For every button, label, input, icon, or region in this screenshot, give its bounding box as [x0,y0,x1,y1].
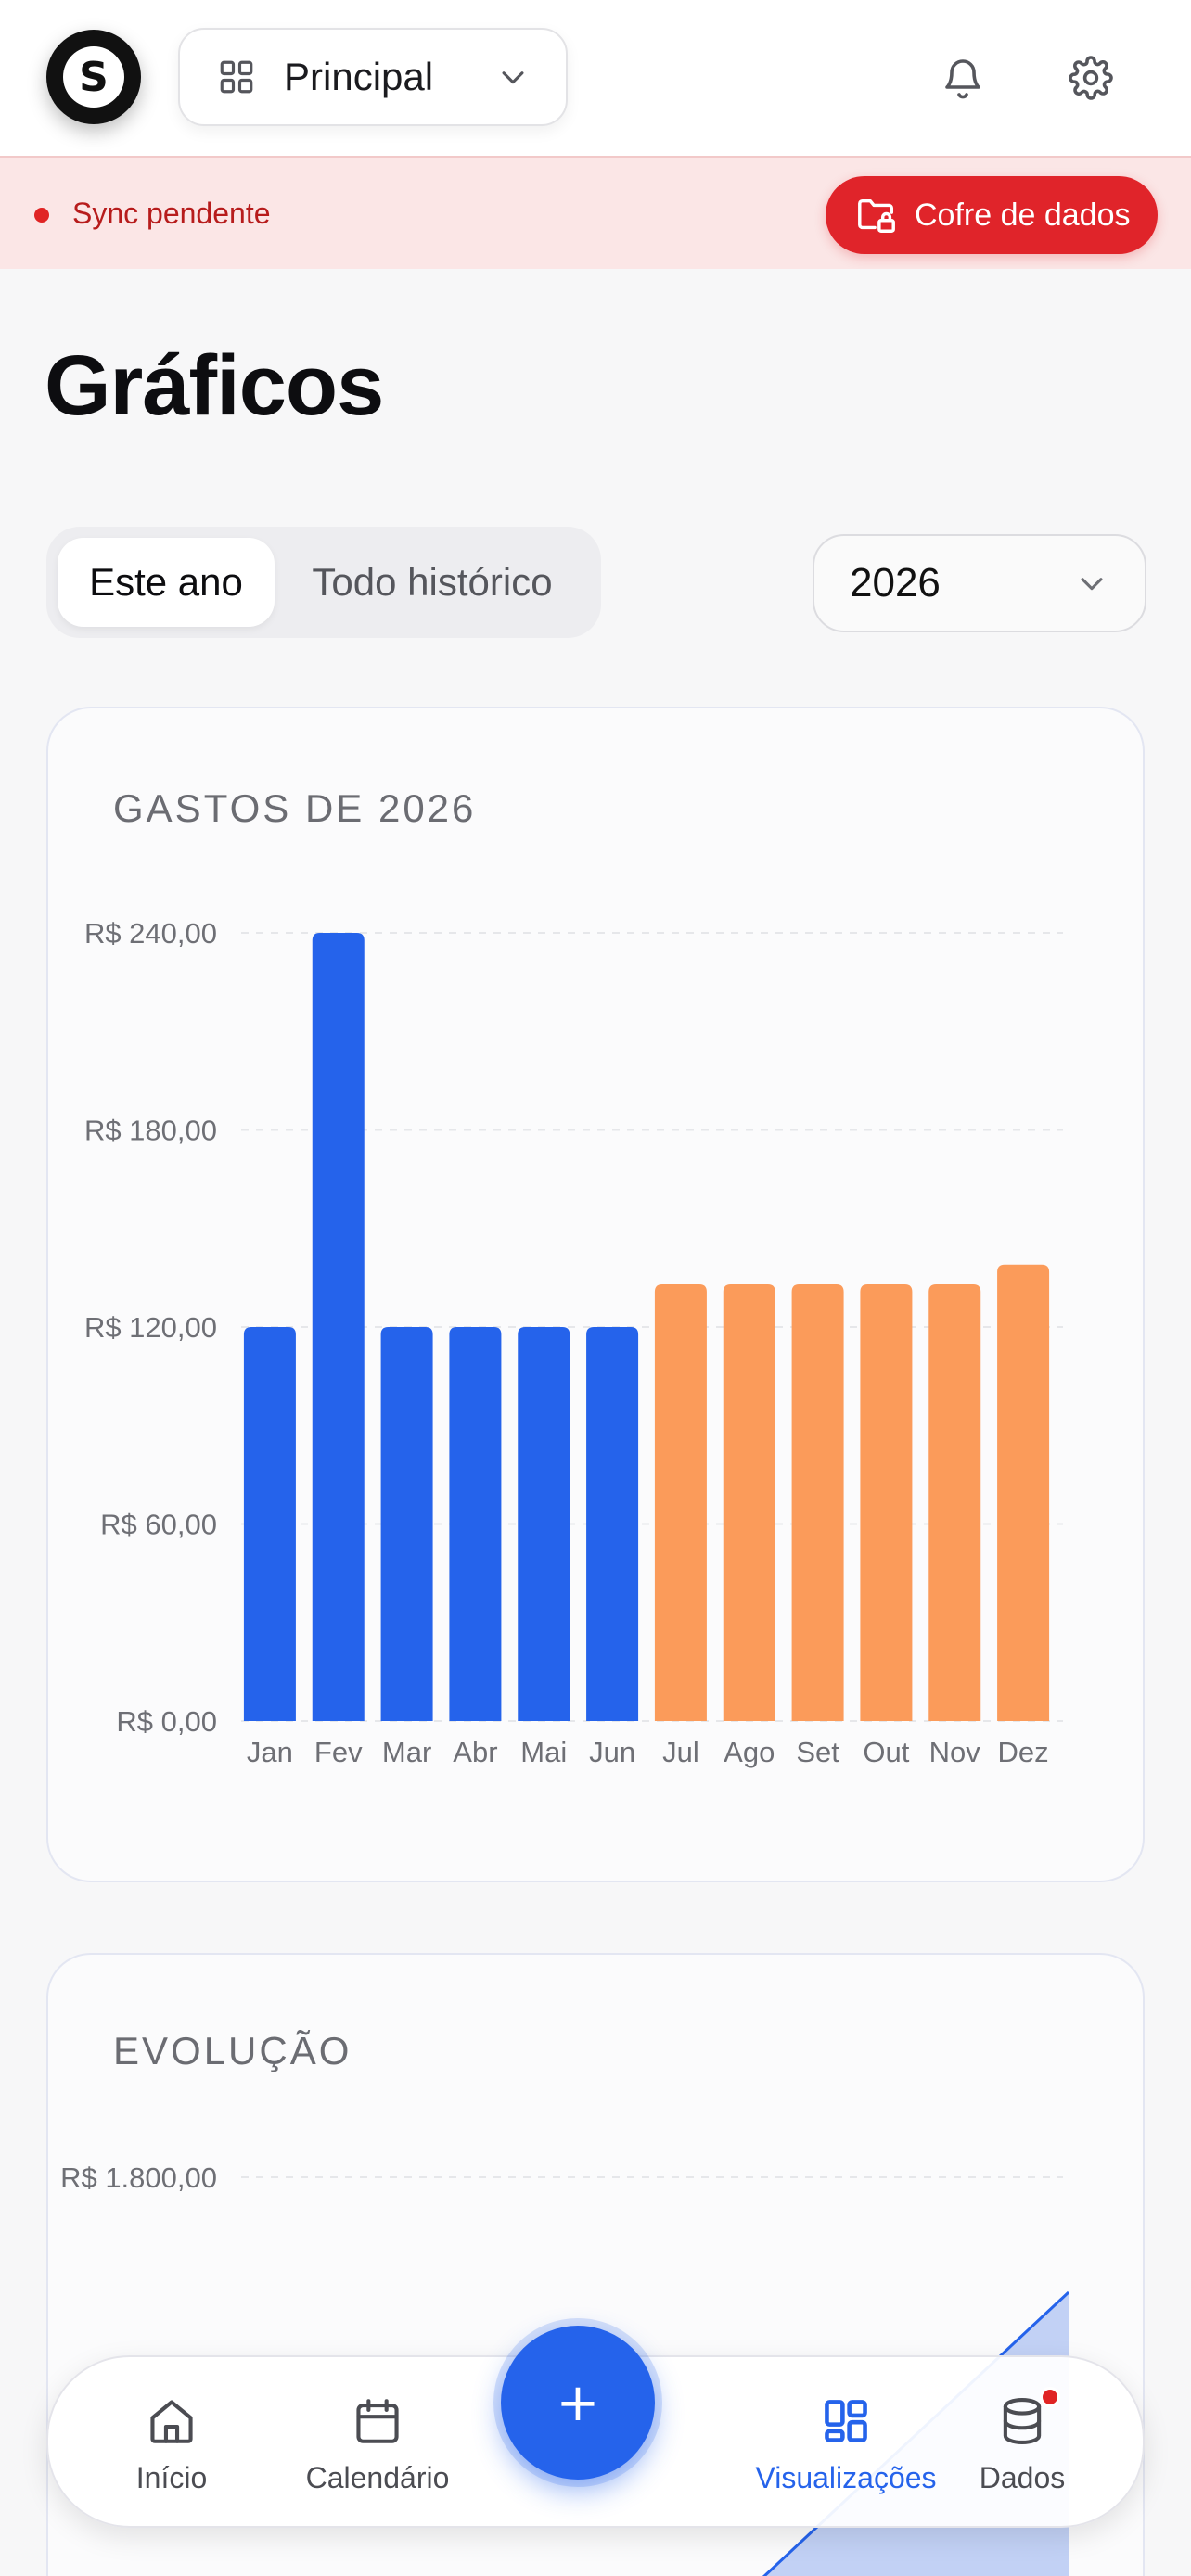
y-tick-label: R$ 60,00 [100,1509,217,1541]
y-tick-label: R$ 120,00 [84,1311,217,1344]
expenses-chart-card: GASTOS DE 2026 R$ 0,00 R$ 60,00 R$ 120,00 R… [46,707,1145,1882]
dados-notification-badge [1040,2387,1060,2407]
y-tick-label: R$ 180,00 [84,1115,217,1147]
period-segmented-control: Este ano Todo histórico [46,527,601,638]
home-icon [150,2400,193,2443]
add-transaction-button[interactable]: + [501,2326,655,2480]
year-select-value: 2026 [850,560,941,606]
bar-mai[interactable] [518,1327,570,1721]
workspace-label: Principal [284,55,434,98]
grid-icon [220,60,253,94]
page-title: Gráficos [45,338,384,433]
bar-set[interactable] [791,1283,844,1721]
year-select[interactable]: 2026 [813,534,1146,632]
nav-label-calendario: Calendário [305,2461,450,2494]
y-tick-label: R$ 240,00 [84,917,217,950]
bar-dez[interactable] [997,1264,1050,1721]
x-tick-label: Dez [998,1736,1049,1768]
folder-lock-icon [858,198,895,233]
bar-jan[interactable] [243,1327,296,1721]
y-tick-label: R$ 0,00 [116,1705,217,1738]
sync-banner: Sync pendente Cofre de dados [0,156,1191,269]
x-tick-label: Mai [520,1736,567,1768]
x-tick-label: Fev [314,1736,363,1768]
expenses-bar-chart: R$ 0,00 R$ 60,00 R$ 120,00 R$ 180,00 R$ 240,… [84,917,1063,1768]
gear-icon[interactable] [1069,56,1113,100]
database-icon [1003,2397,1042,2445]
bar-abr[interactable] [449,1327,502,1721]
y-tick-label: R$ 1.800,00 [60,2162,217,2194]
chevron-down-icon [502,71,524,84]
nav-item-visualizacoes[interactable]: Visualizações [698,2394,994,2495]
bar-jun[interactable] [586,1327,639,1721]
x-tick-label: Nov [929,1736,981,1768]
x-tick-label: Mar [382,1736,431,1768]
x-tick-label: Set [796,1736,839,1768]
x-tick-label: Out [863,1736,909,1768]
nav-label-inicio: Início [135,2461,208,2494]
nav-item-calendario[interactable]: Calendário [275,2394,480,2495]
x-tick-label: Abr [453,1736,497,1768]
nav-label-dados: Dados [979,2461,1066,2494]
nav-item-inicio[interactable]: Início [70,2394,274,2495]
calendar-icon [356,2399,399,2443]
sync-status-text: Sync pendente [72,197,271,230]
nav-item-dados[interactable]: Dados [920,2394,1124,2495]
bar-fev[interactable] [312,933,365,1721]
app-header: S Principal [0,0,1191,156]
bar-out[interactable] [860,1283,913,1721]
sync-status-dot [34,208,49,223]
x-tick-label: Jun [589,1736,635,1768]
dashboard-grid-icon [825,2400,867,2442]
tab-this-year[interactable]: Este ano [58,538,275,627]
bar-jul[interactable] [654,1283,707,1721]
x-tick-label: Jul [662,1736,699,1768]
expenses-chart-title: GASTOS DE 2026 [113,786,477,830]
tab-all-history[interactable]: Todo histórico [312,560,553,604]
workspace-selector[interactable]: Principal [178,28,568,126]
bar-nov[interactable] [928,1283,981,1721]
evolution-chart-title: EVOLUÇÃO [113,2029,352,2072]
logo-letter: S [63,46,124,108]
x-tick-label: Ago [724,1736,775,1768]
data-vault-label: Cofre de dados [915,197,1131,233]
bar-ago[interactable] [723,1283,775,1721]
app-logo[interactable]: S [46,30,141,124]
nav-label-visualizacoes: Visualizações [755,2461,937,2494]
chevron-down-icon [1081,578,1103,591]
bell-icon[interactable] [941,54,985,102]
x-tick-label: Jan [247,1736,293,1768]
bar-mar[interactable] [380,1327,433,1721]
data-vault-button[interactable]: Cofre de dados [826,176,1158,254]
